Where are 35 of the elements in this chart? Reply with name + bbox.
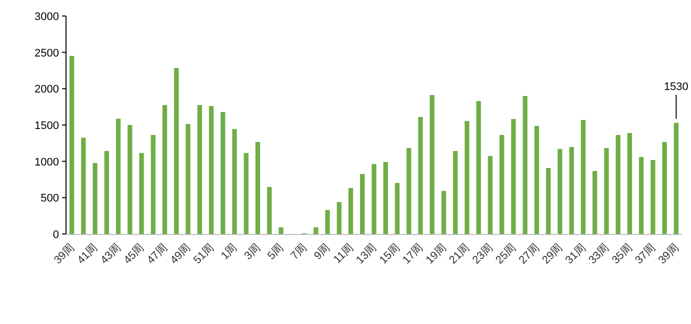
y-tick-label: 500 xyxy=(40,192,59,205)
x-tick-label: 7周 xyxy=(288,242,310,262)
y-tick-label: 1500 xyxy=(34,120,59,132)
x-tick-label: 11周 xyxy=(332,242,356,266)
x-tick-label: 25周 xyxy=(494,242,519,267)
x-tick-label: 29周 xyxy=(540,242,566,267)
x-tick-label: 1周 xyxy=(219,242,240,262)
x-tick-label: 27周 xyxy=(516,242,542,267)
x-tick-label: 51周 xyxy=(191,242,216,267)
y-tick-label: 2000 xyxy=(34,84,59,96)
y-tick-label: 0 xyxy=(52,229,59,241)
x-tick-label: 5周 xyxy=(266,242,286,262)
x-tick-label: 13周 xyxy=(354,242,380,267)
x-tick-label: 39周 xyxy=(656,242,682,267)
x-tick-label: 33周 xyxy=(586,242,612,267)
x-tick-label: 41周 xyxy=(75,242,100,267)
y-tick-label: 3000 xyxy=(34,11,59,23)
x-tick-label: 15周 xyxy=(377,242,402,267)
x-tick-label: 23周 xyxy=(470,242,496,267)
x-tick-label: 9周 xyxy=(312,242,333,262)
data-label: 1530 xyxy=(664,80,688,93)
x-tick-label: 49周 xyxy=(168,242,194,267)
x-tick-label: 43周 xyxy=(98,242,124,267)
x-tick-label: 45周 xyxy=(122,242,147,267)
x-tick-label: 3周 xyxy=(242,242,263,262)
x-tick-label: 17周 xyxy=(400,242,426,267)
x-tick-label: 19周 xyxy=(424,242,449,267)
x-tick-label: 39周 xyxy=(52,242,77,267)
y-tick-label: 1000 xyxy=(34,156,59,168)
x-tick-label: 37周 xyxy=(633,242,658,267)
x-tick-label: 47周 xyxy=(144,242,170,267)
x-tick-label: 35周 xyxy=(610,242,635,267)
x-tick-label: 21周 xyxy=(447,242,472,267)
x-tick-label: 31周 xyxy=(563,242,588,267)
y-tick-label: 2500 xyxy=(34,47,59,60)
